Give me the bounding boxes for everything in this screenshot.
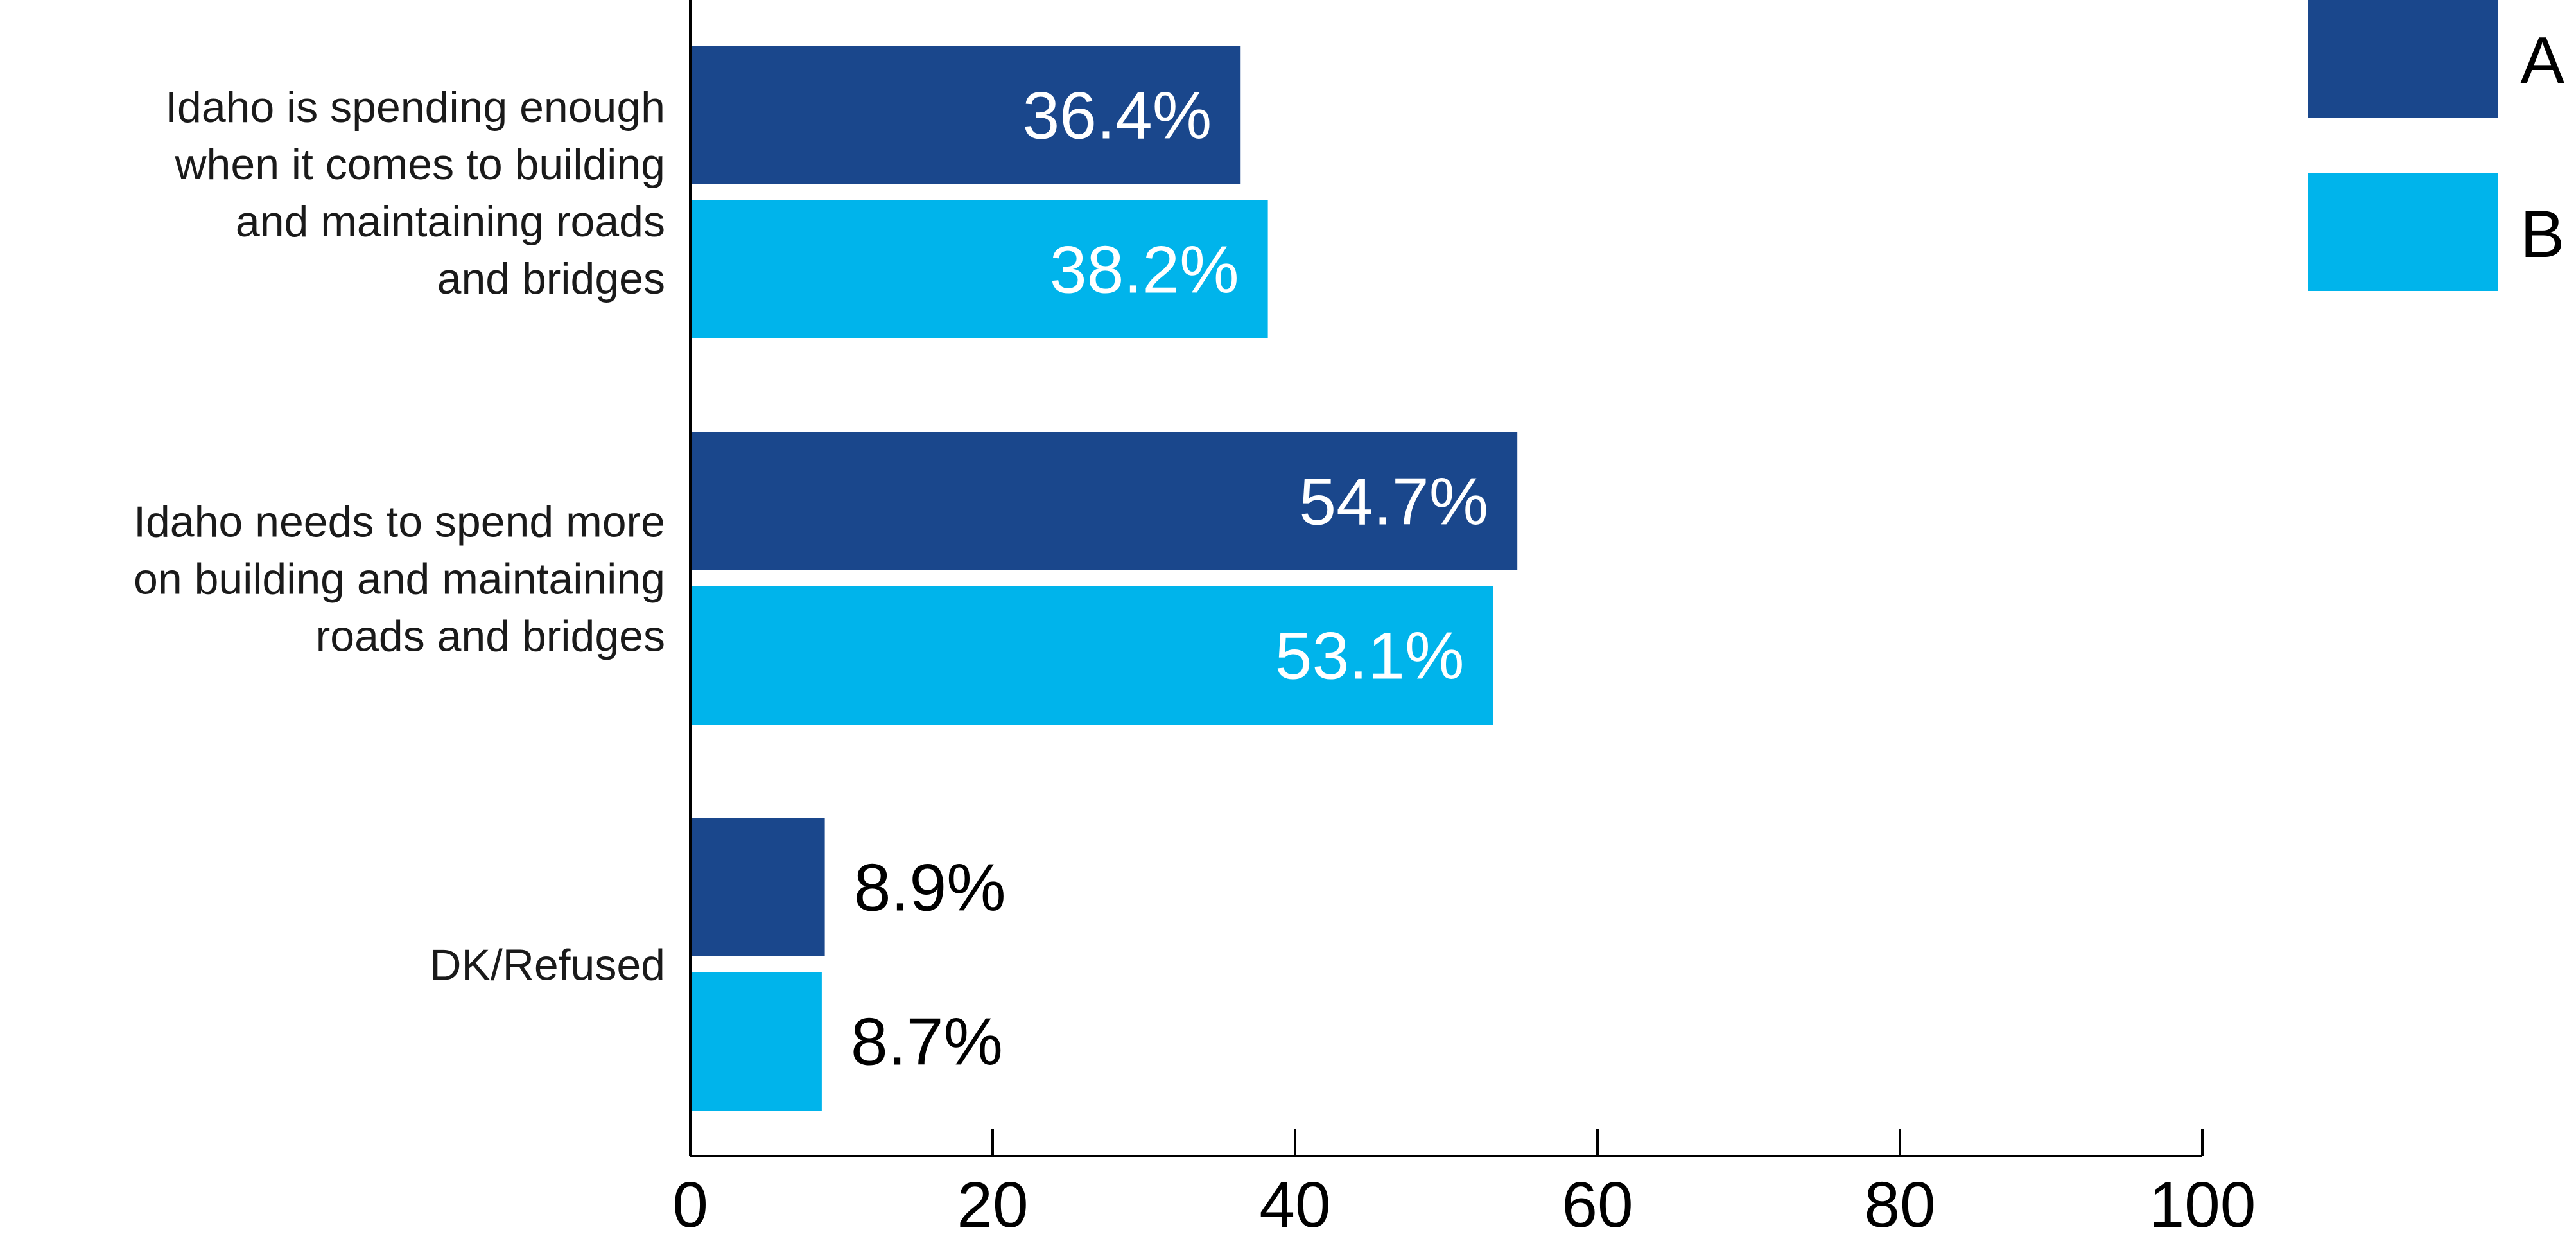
legend-swatch-b — [2308, 173, 2498, 291]
bars-group — [690, 46, 1518, 1111]
data-label-b-3: 8.7% — [851, 1005, 1003, 1080]
legend-swatch-a — [2308, 0, 2498, 118]
x-tick-label-0: 0 — [672, 1169, 708, 1241]
category-label-2: Idaho needs to spend more on building and… — [134, 498, 665, 661]
bar-b-1 — [690, 200, 1268, 338]
data-label-a-1: 36.4% — [1022, 79, 1212, 154]
x-tick-label-40: 40 — [1259, 1169, 1330, 1241]
legend: AB — [2308, 0, 2565, 291]
category-label-1: Idaho is spending enough when it comes to… — [165, 83, 665, 303]
category-labels-group: Idaho is spending enough when it comes to… — [134, 83, 665, 990]
bar-a-3 — [690, 818, 825, 956]
bar-a-2 — [690, 432, 1518, 570]
bar-a-1 — [690, 46, 1241, 184]
data-labels-group: 36.4% 38.2% 54.7% 53.1% 8.9% 8.7% — [851, 79, 1488, 1080]
bar-b-2 — [690, 586, 1493, 725]
data-label-b-1: 38.2% — [1050, 233, 1239, 308]
x-tick-label-100: 100 — [2149, 1169, 2256, 1241]
category-label-3: DK/Refused — [430, 941, 665, 990]
axes-group: 0 20 40 60 80 100 — [672, 0, 2256, 1241]
x-tick-label-20: 20 — [957, 1169, 1028, 1241]
bar-b-3 — [690, 972, 822, 1111]
data-label-a-3: 8.9% — [854, 851, 1006, 926]
x-tick-label-60: 60 — [1562, 1169, 1633, 1241]
data-label-b-2: 53.1% — [1275, 619, 1465, 694]
x-tick-label-80: 80 — [1864, 1169, 1935, 1241]
data-label-a-2: 54.7% — [1299, 465, 1488, 540]
legend-label-b: B — [2520, 197, 2564, 272]
legend-label-a: A — [2520, 24, 2565, 98]
